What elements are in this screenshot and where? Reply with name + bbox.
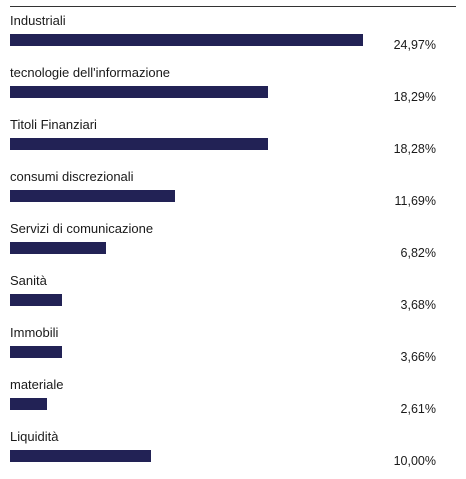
bar: [10, 34, 363, 46]
category-label: Liquidità: [10, 429, 59, 444]
category-label: Servizi di comunicazione: [10, 221, 154, 236]
bar-row: Servizi di comunicazione 6,82%: [0, 221, 466, 271]
bar: [10, 86, 268, 98]
value-label: 10,00%: [393, 454, 436, 468]
category-label: Titoli Finanziari: [10, 117, 97, 132]
value-label: 11,69%: [394, 194, 436, 208]
bar-row: materiale 2,61%: [0, 377, 466, 427]
value-label: 18,29%: [393, 90, 436, 104]
value-label: 2,61%: [400, 402, 436, 416]
bar: [10, 398, 47, 410]
category-label: Immobili: [10, 325, 59, 340]
bar-row: Liquidità 10,00%: [0, 429, 466, 479]
bar: [10, 242, 106, 254]
bar: [10, 190, 175, 202]
category-label: materiale: [10, 377, 64, 392]
sector-allocation-chart: Industriali 24,97% tecnologie dell'informa…: [0, 6, 466, 468]
bar: [10, 450, 151, 462]
category-label: Industriali: [10, 13, 66, 28]
bar-row: Titoli Finanziari 18,28%: [0, 117, 466, 167]
bar: [10, 138, 268, 150]
value-label: 24,97%: [393, 38, 436, 52]
value-label: 3,66%: [400, 350, 436, 364]
category-label: consumi discrezionali: [10, 169, 134, 184]
bar: [10, 346, 62, 358]
bar-row: consumi discrezionali 11,69%: [0, 169, 466, 219]
value-label: 3,68%: [400, 298, 436, 312]
category-label: tecnologie dell'informazione: [10, 65, 171, 80]
bar-row: Sanità 3,68%: [0, 273, 466, 323]
bar-row: Immobili 3,66%: [0, 325, 466, 375]
top-rule: [10, 6, 456, 7]
value-label: 6,82%: [400, 246, 436, 260]
bar-row: Industriali 24,97%: [0, 13, 466, 63]
bar: [10, 294, 62, 306]
value-label: 18,28%: [393, 142, 436, 156]
bar-row: tecnologie dell'informazione 18,29%: [0, 65, 466, 115]
category-label: Sanità: [10, 273, 47, 288]
